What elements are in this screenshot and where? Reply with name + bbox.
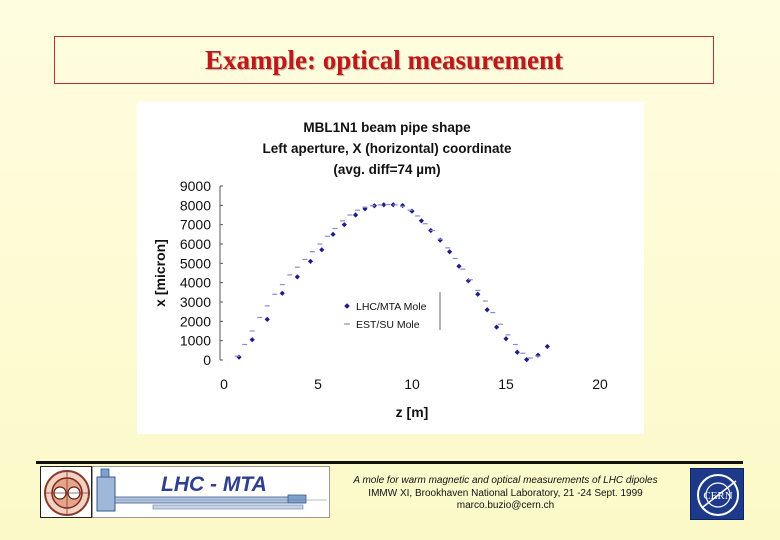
- mole-device-icon: [96, 468, 327, 512]
- x-tick-label: 20: [592, 376, 608, 392]
- y-tick-label: 5000: [180, 255, 211, 271]
- series-2: [234, 203, 541, 359]
- chart-axes: 0 1000 2000 3000 4000 5000 6000 7000 8000 9000 0 5 1…: [152, 178, 608, 420]
- data-point: [437, 237, 443, 243]
- data-point: [475, 291, 481, 297]
- data-point: [319, 247, 325, 253]
- chart-legend: LHC/MTA Mole EST/SU Mole: [344, 292, 441, 331]
- data-point: [447, 249, 453, 255]
- data-point: [381, 202, 387, 208]
- data-point: [353, 212, 359, 218]
- data-point: [418, 218, 424, 224]
- legend-marker: [344, 303, 350, 309]
- data-point: [544, 343, 550, 350]
- y-tick-label: 6000: [180, 236, 211, 252]
- cern-logo: CERN: [690, 468, 744, 520]
- chart-title-line: (avg. diff=74 µm): [333, 162, 440, 177]
- x-axis-label: z [m]: [396, 404, 429, 420]
- footer-rule: [36, 461, 743, 464]
- data-point: [236, 354, 242, 360]
- footer-line-1: A mole for warm magnetic and optical mea…: [353, 475, 658, 486]
- data-point: [294, 274, 300, 280]
- chart-title-line: MBL1N1 beam pipe shape: [303, 120, 471, 135]
- x-tick-label: 0: [220, 376, 228, 392]
- y-tick-label: 3000: [180, 294, 211, 310]
- footer-line-2: IMMW XI, Brookhaven National Laboratory,…: [368, 487, 643, 499]
- data-point: [514, 349, 520, 355]
- y-tick-label: 7000: [180, 217, 211, 233]
- y-tick-label: 9000: [180, 178, 211, 194]
- data-point: [264, 316, 270, 322]
- data-point: [307, 258, 314, 264]
- x-tick-label: 10: [404, 376, 420, 392]
- x-tick-label: 15: [498, 376, 514, 392]
- legend-label: LHC/MTA Mole: [356, 301, 427, 313]
- footer-line-3: marco.buzio@cern.ch: [456, 500, 555, 511]
- y-tick-label: 1000: [180, 333, 211, 349]
- cern-logo-text: CERN: [703, 490, 732, 502]
- data-point: [465, 278, 471, 284]
- slide-title-box: Example: optical measurement: [54, 36, 714, 84]
- data-point: [456, 263, 462, 269]
- slide-title: Example: optical measurement: [205, 44, 563, 75]
- data-point: [409, 208, 415, 214]
- chart-panel: MBL1N1 beam pipe shape Left aperture, X (…: [137, 102, 644, 434]
- data-point: [535, 352, 541, 358]
- legend-label: EST/SU Mole: [356, 319, 420, 331]
- data-point: [484, 307, 490, 313]
- magnet-cross-section-logo: [40, 466, 92, 518]
- y-tick-label: 4000: [180, 275, 211, 291]
- x-tick-label: 5: [314, 376, 322, 392]
- chart-title-line: Left aperture, X (horizontal) coordinate: [262, 141, 512, 156]
- footer-text-block: A mole for warm magnetic and optical mea…: [333, 475, 678, 513]
- data-point: [494, 324, 500, 330]
- series-1: [236, 202, 550, 363]
- y-tick-label: 0: [203, 352, 211, 368]
- banner-label: LHC - MTA: [161, 473, 267, 496]
- data-point: [503, 336, 509, 342]
- data-point: [400, 202, 406, 209]
- chart-series: [234, 202, 550, 363]
- data-point: [249, 337, 255, 343]
- lhc-mta-banner: LHC - MTA: [92, 466, 330, 518]
- y-tick-label: 8000: [180, 197, 211, 213]
- y-axis-label: x [micron]: [152, 239, 168, 307]
- chart-svg: MBL1N1 beam pipe shape Left aperture, X (…: [152, 120, 608, 420]
- data-point: [341, 222, 347, 228]
- data-point: [330, 231, 336, 237]
- y-tick-label: 2000: [180, 313, 211, 329]
- chart-title: MBL1N1 beam pipe shape Left aperture, X (…: [262, 120, 512, 177]
- data-point: [279, 290, 285, 296]
